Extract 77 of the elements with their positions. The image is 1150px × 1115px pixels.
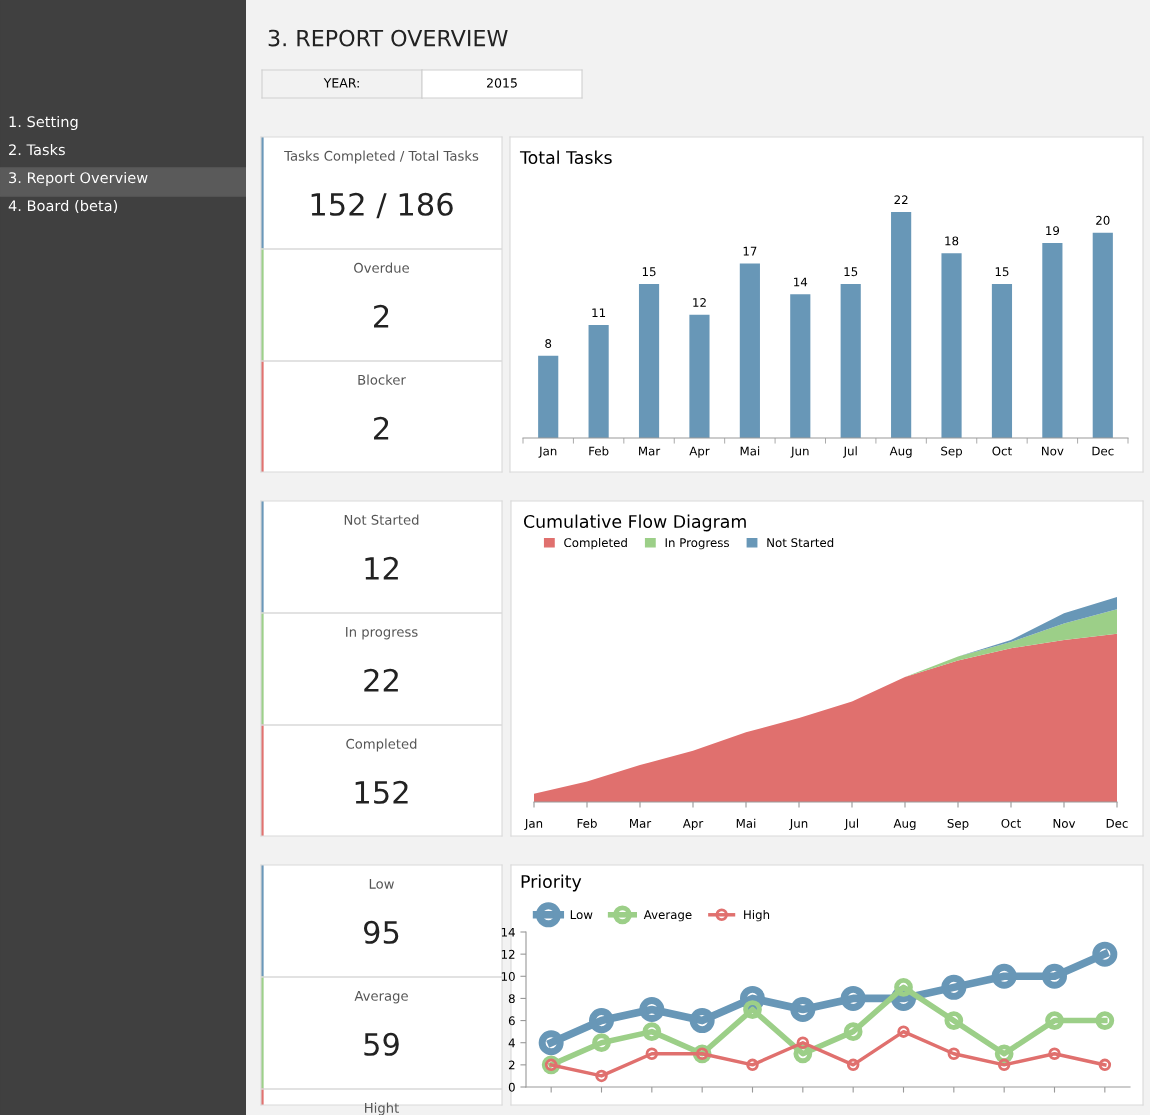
data-label: 8: [545, 339, 552, 349]
x-tick-label: Apr: [689, 446, 710, 458]
text: 12: [365, 556, 398, 580]
legend-label: Completed: [564, 537, 627, 550]
data-label: 15: [995, 267, 1009, 277]
x-tick-label: Mai: [740, 446, 760, 456]
text: Completed: [346, 738, 417, 752]
y-tick-label: 10: [501, 972, 515, 981]
data-label: 18: [945, 236, 959, 246]
text: 2015: [487, 78, 517, 88]
x-tick-label: Jan: [538, 446, 557, 458]
text: Low: [369, 879, 394, 889]
y-tick-label: 14: [501, 927, 515, 937]
text: 2. Tasks: [9, 143, 65, 156]
x-tick-label: Aug: [893, 819, 916, 831]
text: Hight: [365, 1102, 399, 1115]
text: Overdue: [354, 262, 409, 273]
data-label: 19: [1046, 226, 1060, 236]
legend-label: High: [744, 909, 770, 922]
data-label: 22: [894, 195, 908, 205]
x-tick-label: Oct: [992, 446, 1012, 456]
legend-label: Not Started: [767, 537, 834, 548]
chart-title: Cumulative Flow Diagram: [523, 514, 746, 532]
data-label: 14: [794, 277, 808, 287]
legend-label: Low: [570, 910, 593, 920]
text: Tasks Completed / Total Tasks: [284, 150, 479, 164]
data-label: 20: [1096, 215, 1110, 225]
x-tick-label: Jun: [789, 819, 808, 830]
y-tick-label: 4: [508, 1038, 515, 1048]
text: 1. Setting: [9, 115, 78, 131]
data-label: 15: [642, 267, 656, 277]
x-tick-label: Dec: [1106, 819, 1128, 828]
text: Average: [354, 991, 408, 1004]
text: 2: [374, 304, 389, 328]
y-tick-label: 6: [508, 1016, 515, 1026]
data-label: 11: [592, 308, 606, 318]
x-tick-label: Sep: [941, 446, 963, 458]
x-tick-label: Jan: [524, 819, 543, 830]
x-tick-label: Oct: [1001, 818, 1021, 828]
x-tick-label: Nov: [1053, 819, 1076, 828]
chart-title: Priority: [521, 874, 582, 892]
text: 22: [364, 668, 398, 692]
text: 3. Report Overview: [9, 171, 148, 187]
x-tick-label: Feb: [589, 446, 609, 456]
text: 3. REPORT OVERVIEW: [268, 29, 508, 47]
y-tick-label: 2: [508, 1060, 515, 1070]
text: Blocker: [358, 374, 406, 385]
chart-title: Total Tasks: [519, 150, 612, 165]
data-label: 12: [693, 298, 706, 307]
legend-label: Average: [643, 910, 692, 922]
x-tick-label: Jun: [790, 446, 809, 458]
x-tick-label: Mar: [630, 819, 652, 828]
x-tick-label: Jul: [844, 818, 859, 830]
text: 95: [363, 920, 399, 944]
x-tick-label: Mai: [736, 818, 756, 828]
x-tick-label: Sep: [947, 818, 969, 831]
text: YEAR:: [323, 78, 359, 88]
x-tick-label: Aug: [889, 446, 912, 458]
text: 152 / 186: [311, 192, 453, 219]
data-label: 15: [844, 267, 858, 277]
text: 4. Board (beta): [8, 199, 118, 213]
text: 152: [355, 780, 408, 804]
y-tick-label: 8: [508, 994, 515, 1004]
text: 2: [374, 416, 389, 440]
data-label: 17: [743, 246, 757, 256]
x-tick-label: Apr: [682, 819, 704, 831]
x-tick-label: Dec: [1092, 446, 1114, 456]
y-tick-label: 12: [501, 949, 515, 959]
text: 59: [364, 1032, 399, 1056]
text: Not Started: [344, 514, 419, 525]
legend-label: In Progress: [665, 538, 730, 550]
x-tick-label: Nov: [1042, 446, 1064, 456]
x-tick-label: Feb: [577, 818, 597, 828]
x-tick-label: Mar: [639, 446, 661, 456]
text: In progress: [346, 627, 418, 640]
y-tick-label: 0: [508, 1082, 515, 1092]
x-tick-label: Jul: [842, 446, 857, 458]
